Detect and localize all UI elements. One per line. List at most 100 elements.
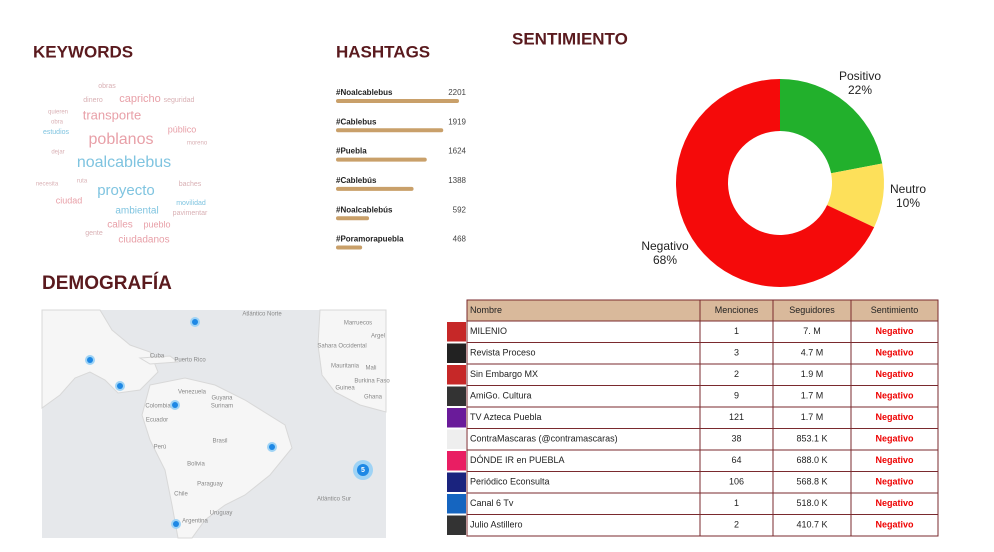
map-label: Cuba	[150, 354, 165, 360]
map-label: Chile	[174, 492, 188, 498]
cluster-count: 5	[361, 467, 365, 474]
keyword: movilidad	[176, 200, 206, 207]
cell: 1.7 M	[801, 412, 824, 422]
cell: Periódico Econsulta	[470, 477, 550, 487]
cell: 568.8 K	[796, 477, 827, 487]
map-label: Mali	[365, 366, 376, 372]
cell: 9	[734, 391, 739, 401]
keyword: necesita	[36, 182, 59, 188]
bar	[336, 216, 370, 221]
map-marker	[173, 521, 179, 527]
map-land	[317, 309, 387, 413]
map-marker	[269, 444, 275, 450]
cell: MILENIO	[470, 326, 507, 336]
map-label: Ghana	[364, 395, 383, 401]
cell: Negativo	[875, 455, 914, 465]
map-label: Surinam	[211, 404, 233, 410]
map-marker	[87, 357, 93, 363]
cell: 410.7 K	[796, 520, 827, 530]
map-label: Ecuador	[146, 418, 168, 424]
keyword: calles	[107, 220, 133, 231]
keyword: dejar	[51, 150, 64, 156]
cell: Negativo	[875, 520, 914, 530]
cell: 688.0 K	[796, 455, 827, 465]
map-land	[41, 309, 159, 409]
cell: 853.1 K	[796, 434, 827, 444]
keyword: dinero	[83, 97, 103, 104]
cell: Julio Astillero	[470, 520, 523, 530]
cell: 1	[734, 498, 739, 508]
map-label: Perú	[154, 445, 167, 451]
cell: 2	[734, 369, 739, 379]
keyword: gente	[85, 230, 103, 237]
cell: Negativo	[875, 326, 914, 336]
map-label: Puerto Rico	[174, 358, 206, 364]
hashtag-value: 1624	[448, 147, 466, 156]
map-label: Marruecos	[344, 321, 372, 327]
map-label: Colombia	[145, 404, 171, 410]
hashtag-value: 1919	[448, 117, 466, 126]
cell: 2	[734, 520, 739, 530]
cell: Negativo	[875, 412, 914, 422]
keyword: ruta	[77, 179, 88, 185]
table-header	[466, 299, 939, 322]
cell: 7. M	[803, 326, 821, 336]
cell: TV Azteca Puebla	[470, 412, 542, 422]
keyword: proyecto	[97, 182, 155, 199]
map-label: Sahara Occidental	[317, 344, 366, 350]
icon	[447, 343, 466, 363]
column-header: Nombre	[470, 305, 502, 315]
map-label: Burkina Faso	[354, 379, 390, 385]
slice-label: Positivo	[839, 69, 881, 83]
map-label: Brasil	[212, 439, 227, 445]
map-land	[138, 355, 180, 365]
hashtag-value: 2201	[448, 88, 466, 97]
map-label: Atlántico Norte	[242, 312, 282, 318]
cell: ContraMascaras (@contramascaras)	[470, 434, 618, 444]
cell: 4.7 M	[801, 348, 824, 358]
map-land	[141, 377, 293, 539]
hashtag-label: #Cablebús	[336, 176, 377, 185]
hashtag-value: 468	[453, 235, 467, 244]
bar	[336, 128, 444, 133]
bar	[336, 99, 459, 103]
table-row	[466, 342, 939, 365]
keyword: público	[168, 124, 197, 134]
slice-value: 68%	[653, 253, 677, 267]
table-row	[466, 320, 939, 343]
keyword: baches	[179, 181, 202, 188]
hashtag-value: 1388	[448, 176, 466, 185]
column-header: Sentimiento	[871, 305, 919, 315]
cell: 3	[734, 348, 739, 358]
map	[41, 309, 387, 539]
cell: 1.9 M	[801, 369, 824, 379]
map-label: Uruguay	[210, 511, 233, 517]
map-label: Guyana	[211, 396, 233, 402]
keyword: moreno	[187, 141, 208, 147]
cell: Negativo	[875, 348, 914, 358]
bar	[336, 157, 427, 162]
hashtag-label: #Puebla	[336, 147, 367, 156]
icon	[447, 365, 466, 385]
cell: Negativo	[875, 391, 914, 401]
hashtag-label: #Noalcablebús	[336, 205, 393, 214]
map-label: Argentina	[182, 519, 208, 525]
cluster	[357, 464, 369, 476]
cell: AmiGo. Cultura	[470, 391, 532, 401]
map-label: Atlántico Sur	[317, 497, 351, 503]
column-header: Menciones	[715, 305, 759, 315]
icon	[447, 515, 466, 535]
column-header: Seguidores	[789, 305, 835, 315]
keyword: capricho	[119, 93, 161, 105]
keyword: pueblo	[143, 219, 170, 229]
keyword: ciudadanos	[118, 235, 169, 246]
table: Nombre Menciones Seguidores Sentimiento MILE…	[447, 299, 939, 537]
pie-slice	[780, 79, 883, 174]
map-label: Bolivia	[187, 462, 205, 468]
cell: 64	[731, 455, 741, 465]
cell: Revista Proceso	[470, 348, 536, 358]
cell: Canal 6 Tv	[470, 498, 514, 508]
hashtags-title: HASHTAGS	[336, 42, 430, 61]
cell: Negativo	[875, 498, 914, 508]
keyword: estudios	[43, 129, 70, 136]
